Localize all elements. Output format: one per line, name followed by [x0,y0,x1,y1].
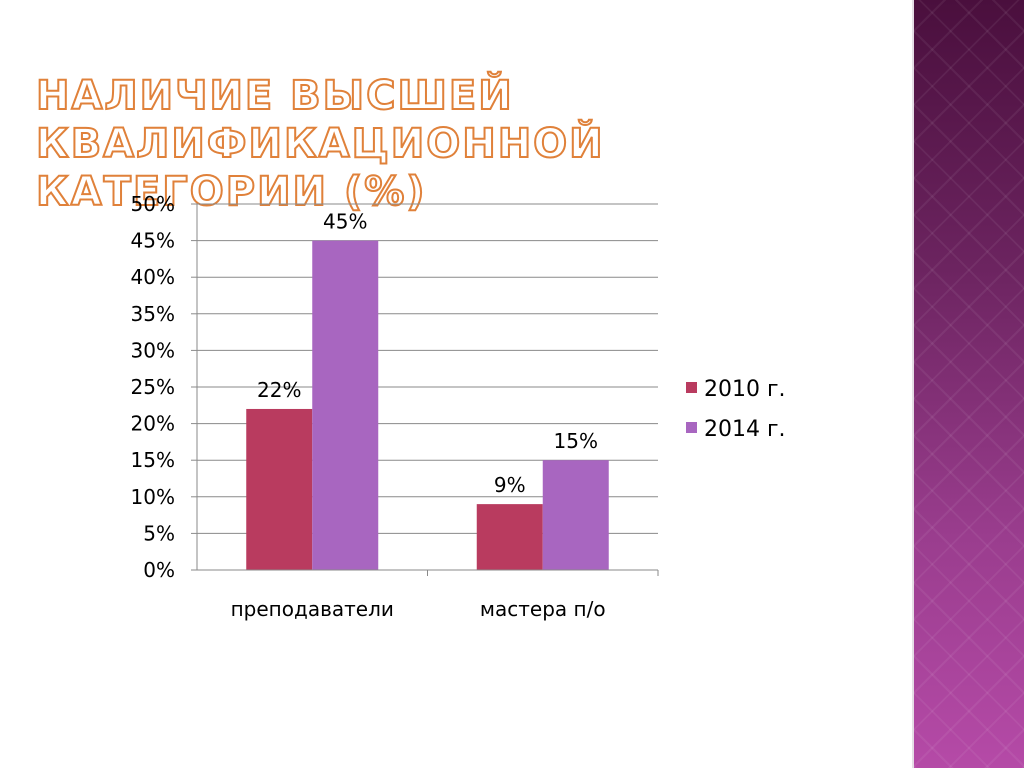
decorative-side-band [912,0,1024,768]
y-axis-tick-labels: 0% 5% 10% 15% 20% 25% 30% 35% 40% 45% 50% [131,192,175,582]
bar [542,460,609,570]
y-tick-label: 30% [131,338,175,362]
legend-swatch [686,382,697,393]
x-category-label: мастера п/о [480,597,606,621]
data-label: 9% [494,473,526,497]
y-tick-label: 50% [131,192,175,216]
data-label: 15% [554,429,598,453]
y-tick-label: 45% [131,229,175,253]
x-category-label: преподаватели [231,597,394,621]
y-tick-label: 25% [131,375,175,399]
y-tick-label: 10% [131,485,175,509]
slide-title: Наличие высшей квалификационной категори… [35,72,605,216]
y-tick-label: 40% [131,265,175,289]
y-tick-label: 0% [143,558,175,582]
bar [476,504,543,570]
y-tick-label: 35% [131,302,175,326]
bar [246,408,313,570]
data-label: 45% [323,210,367,234]
chart-data-labels: 22% 45% 9% 15% [257,210,598,498]
legend-label: 2010 г. [704,377,786,402]
legend-label: 2014 г. [704,417,786,442]
chart-bars [246,240,609,570]
bar [312,240,379,570]
y-tick-label: 5% [143,521,175,545]
chart-axes [191,203,659,576]
x-axis-category-labels: преподаватели мастера п/о [231,597,606,621]
y-tick-label: 15% [131,448,175,472]
chart-legend: 2010 г. 2014 г. [686,377,786,442]
y-tick-label: 20% [131,412,175,436]
legend-swatch [686,422,697,433]
data-label: 22% [257,378,301,402]
